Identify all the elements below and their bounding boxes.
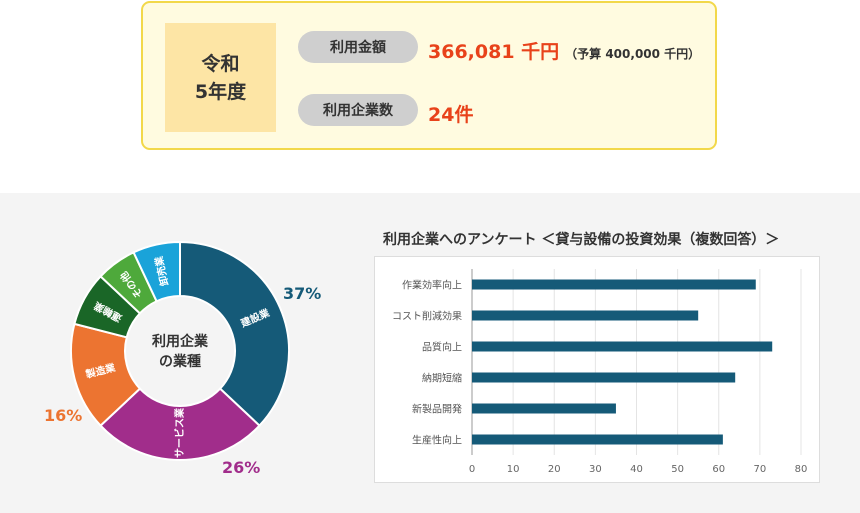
- survey-chart-title: 利用企業へのアンケート ＜貸与設備の投資効果（複数回答）＞: [383, 232, 780, 248]
- bar-4: [472, 403, 616, 414]
- x-tick-label-2: 20: [548, 464, 561, 475]
- fiscal-year-box: 令和 5年度: [165, 23, 276, 132]
- amount-value: 366,081 千円 （予算 400,000 千円）: [428, 37, 700, 64]
- donut-center-line1: 利用企業: [152, 334, 208, 350]
- category-label-2: 品質向上: [422, 341, 462, 354]
- companies-label-pill: 利用企業数: [298, 94, 418, 126]
- category-label-4: 新製品開発: [412, 403, 462, 416]
- donut-slice-5: [132, 240, 181, 303]
- donut-center-line2: の業種: [159, 354, 201, 370]
- x-tick-label-3: 30: [589, 464, 602, 475]
- pct-label-manufacturing: 16%: [44, 406, 83, 425]
- bar-1: [472, 310, 699, 321]
- category-label-3: 納期短縮: [422, 372, 462, 385]
- survey-bar-chart: 0 10 20 30 40 50 60 70 80 作業効率向上コスト削減効果品質向上納期短縮新製…: [392, 269, 808, 475]
- x-tick-label-4: 40: [630, 464, 643, 475]
- donut-slice-label-1: サービス業: [173, 407, 186, 458]
- fiscal-year-era: 令和: [201, 52, 240, 75]
- category-label-1: コスト削減効果: [392, 310, 462, 323]
- survey-bar-panel: 0 10 20 30 40 50 60 70 80 作業効率向上コスト削減効果品質向上納期短縮新製…: [374, 256, 820, 483]
- category-label-0: 作業効率向上: [402, 279, 462, 292]
- pct-label-service: 26%: [222, 458, 261, 477]
- amount-label-pill: 利用金額: [298, 31, 418, 63]
- x-tick-label-7: 70: [754, 464, 767, 475]
- summary-panel: 令和 5年度 利用金額 366,081 千円 （予算 400,000 千円） 利用…: [141, 1, 717, 150]
- bar-0: [472, 279, 756, 290]
- x-tick-label-1: 10: [507, 464, 520, 475]
- x-tick-label-6: 60: [712, 464, 725, 475]
- companies-value: 24件: [428, 104, 474, 126]
- amount-budget: （予算 400,000 千円）: [565, 47, 701, 61]
- donut-center-label: 利用企業 の業種: [125, 332, 235, 382]
- category-label-5: 生産性向上: [412, 434, 462, 447]
- pct-label-construction: 37%: [283, 284, 322, 303]
- bar-3: [472, 372, 736, 383]
- donut-slice-0: [179, 240, 290, 428]
- amount-value-text: 366,081 千円: [428, 41, 560, 63]
- fiscal-year-number: 5年度: [194, 80, 247, 103]
- x-tick-label-8: 80: [795, 464, 808, 475]
- donut-slice-1: [99, 387, 261, 461]
- x-tick-label-5: 50: [671, 464, 684, 475]
- bar-2: [472, 341, 773, 352]
- bar-5: [472, 434, 723, 445]
- x-tick-label-0: 0: [469, 464, 475, 475]
